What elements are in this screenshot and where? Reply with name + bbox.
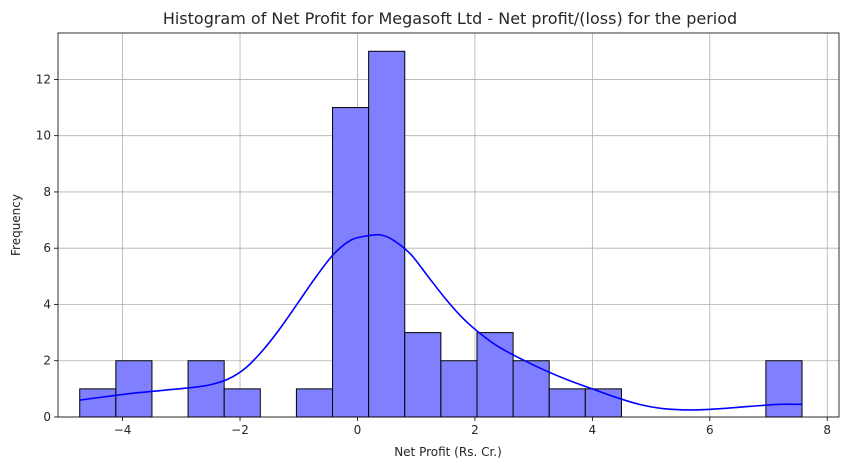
y-tick-label: 2 [43,354,51,368]
histogram-bar [332,107,370,418]
x-tick-label: 4 [589,423,597,437]
histogram-bar [440,360,478,418]
histogram-bar [548,388,586,418]
y-tick-label: 10 [36,129,51,143]
x-tick-label: 0 [354,423,362,437]
kde-curve [79,233,803,411]
histogram-bar [295,388,334,418]
x-tick-label: 2 [471,423,479,437]
x-axis-ticks: −4 −2 0 2 4 6 8 [114,417,831,437]
y-tick-label: 0 [43,410,51,424]
histogram-bar [765,360,803,418]
y-tick-label: 6 [43,241,51,255]
chart-title: Histogram of Net Profit for Megasoft Ltd… [163,9,737,28]
grid-lines [58,33,839,418]
histogram-bar [404,332,442,418]
x-tick-label: −2 [231,423,249,437]
histogram-bars [79,50,803,418]
histogram-bar [79,388,117,418]
histogram-bar [115,360,153,418]
y-tick-label: 12 [36,72,51,86]
x-tick-label: −4 [114,423,132,437]
y-axis-label: Frequency [9,194,23,256]
histogram-bar [223,388,261,418]
y-tick-label: 8 [43,185,51,199]
y-axis-ticks: 0 2 4 6 8 10 12 [36,72,58,424]
y-tick-label: 4 [43,297,51,311]
histogram-bar [187,360,225,418]
x-tick-label: 6 [706,423,714,437]
x-axis-label: Net Profit (Rs. Cr.) [394,445,502,459]
plot-frame [57,32,840,418]
x-tick-label: 8 [823,423,831,437]
